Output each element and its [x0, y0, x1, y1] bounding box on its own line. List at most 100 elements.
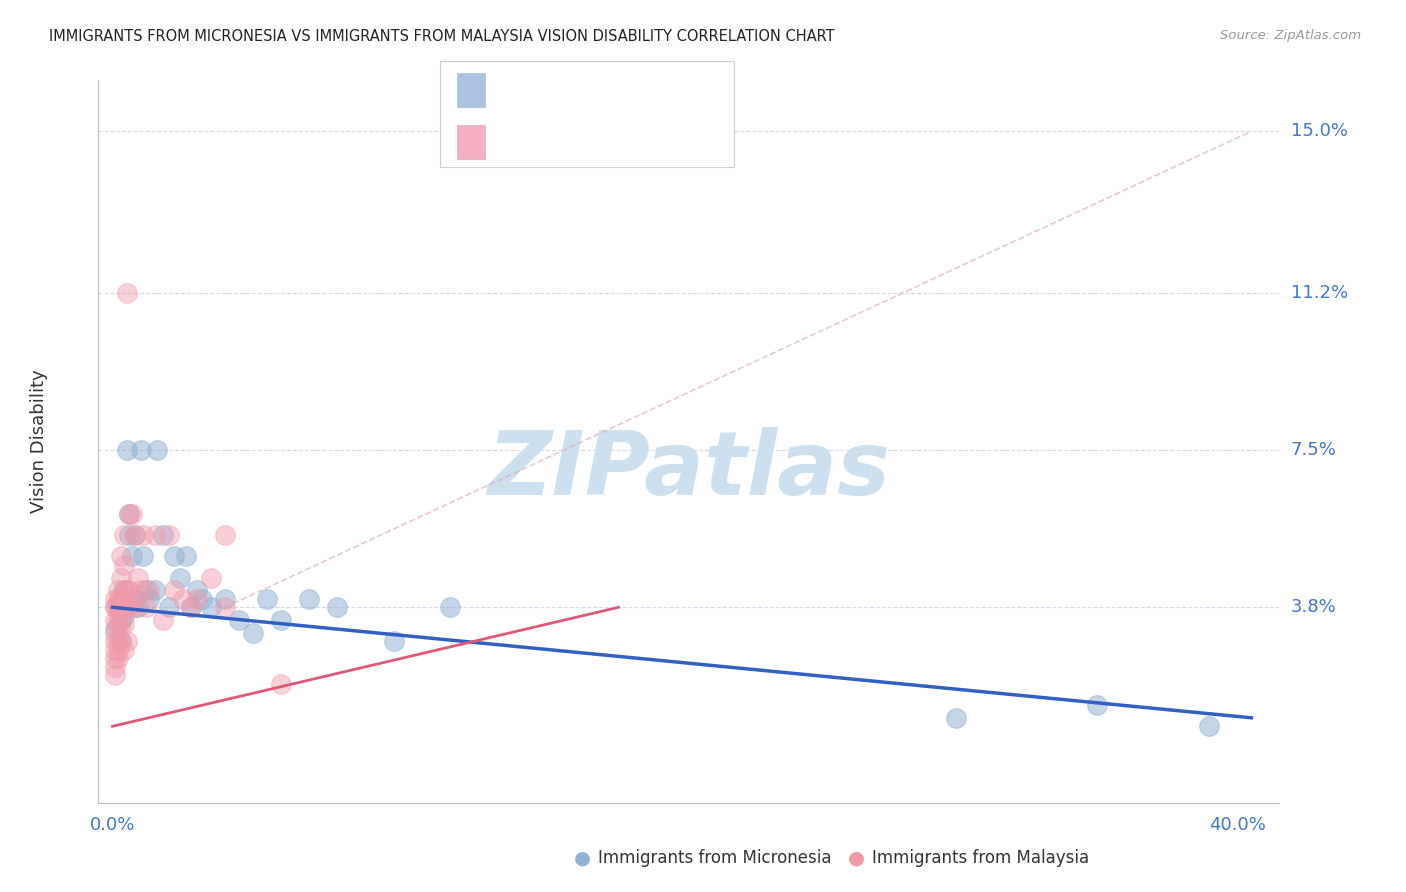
Point: [439, 600, 461, 615]
Point: [110, 634, 132, 648]
Point: [180, 600, 202, 615]
Text: N =: N =: [609, 82, 657, 100]
Point: [132, 528, 155, 542]
Text: 0.205: 0.205: [538, 134, 586, 152]
Point: [104, 622, 127, 636]
Point: [124, 591, 146, 606]
Point: [107, 600, 129, 615]
Point: [104, 591, 127, 606]
Text: Immigrants from Malaysia: Immigrants from Malaysia: [872, 849, 1088, 867]
Point: [110, 591, 132, 606]
Point: [214, 591, 236, 606]
Point: [135, 583, 157, 598]
Point: [115, 600, 138, 615]
Point: [191, 591, 214, 606]
Point: [1085, 698, 1108, 712]
Point: [104, 651, 127, 665]
Point: [115, 583, 138, 598]
Point: [174, 549, 197, 564]
Point: [112, 558, 135, 572]
Point: [104, 600, 127, 615]
Point: [104, 660, 127, 674]
Text: R =: R =: [499, 82, 536, 100]
Point: [143, 528, 166, 542]
Point: [326, 600, 349, 615]
Point: [138, 583, 160, 598]
Point: [110, 617, 132, 632]
Point: [107, 651, 129, 665]
Point: [110, 634, 132, 648]
Text: ZIPatlas: ZIPatlas: [488, 427, 890, 514]
Point: [129, 583, 152, 598]
Point: [118, 528, 141, 542]
Point: [242, 625, 264, 640]
Point: [107, 591, 129, 606]
Point: [112, 608, 135, 623]
Point: [118, 507, 141, 521]
Point: [112, 642, 135, 657]
Point: [104, 642, 127, 657]
Text: 40.0%: 40.0%: [1209, 815, 1265, 833]
Point: [124, 528, 146, 542]
Text: R =: R =: [499, 134, 536, 152]
Point: [152, 613, 174, 627]
Text: Immigrants from Micronesia: Immigrants from Micronesia: [598, 849, 831, 867]
Point: [104, 668, 127, 682]
Point: [110, 549, 132, 564]
Point: [121, 549, 143, 564]
Point: [256, 591, 278, 606]
Point: [157, 528, 180, 542]
Point: [112, 617, 135, 632]
Point: [104, 613, 127, 627]
Point: [180, 600, 202, 615]
Text: 40: 40: [657, 82, 679, 100]
Point: [132, 549, 155, 564]
Point: [110, 600, 132, 615]
Point: [107, 600, 129, 615]
Point: [186, 591, 208, 606]
Point: [214, 600, 236, 615]
Point: [298, 591, 321, 606]
Text: 15.0%: 15.0%: [1291, 122, 1347, 140]
Point: [228, 613, 250, 627]
Point: [107, 583, 129, 598]
Point: [135, 600, 157, 615]
Text: 11.2%: 11.2%: [1291, 284, 1348, 301]
Point: [107, 617, 129, 632]
Point: [112, 528, 135, 542]
Text: 7.5%: 7.5%: [1291, 441, 1337, 459]
Text: 3.8%: 3.8%: [1291, 599, 1336, 616]
Point: [163, 549, 186, 564]
Point: [112, 600, 135, 615]
Text: ●: ●: [848, 848, 865, 868]
Point: [152, 528, 174, 542]
Point: [115, 443, 138, 458]
Point: [186, 583, 208, 598]
Point: [118, 600, 141, 615]
Point: [107, 608, 129, 623]
Point: [146, 443, 169, 458]
Point: [110, 570, 132, 584]
Point: [118, 583, 141, 598]
Point: [115, 285, 138, 300]
Point: [200, 600, 222, 615]
Point: [214, 528, 236, 542]
Text: IMMIGRANTS FROM MICRONESIA VS IMMIGRANTS FROM MALAYSIA VISION DISABILITY CORRELA: IMMIGRANTS FROM MICRONESIA VS IMMIGRANTS…: [49, 29, 835, 44]
Text: 0.0%: 0.0%: [90, 815, 135, 833]
Point: [104, 625, 127, 640]
Point: [121, 507, 143, 521]
Point: [124, 528, 146, 542]
Point: [163, 583, 186, 598]
Point: [127, 570, 149, 584]
Point: [172, 591, 194, 606]
Point: [118, 507, 141, 521]
Point: [143, 583, 166, 598]
Point: [112, 583, 135, 598]
Point: [382, 634, 405, 648]
Point: [127, 600, 149, 615]
Text: Source: ZipAtlas.com: Source: ZipAtlas.com: [1220, 29, 1361, 42]
Point: [157, 600, 180, 615]
Point: [107, 634, 129, 648]
Text: -0.200: -0.200: [538, 82, 592, 100]
Point: [124, 600, 146, 615]
